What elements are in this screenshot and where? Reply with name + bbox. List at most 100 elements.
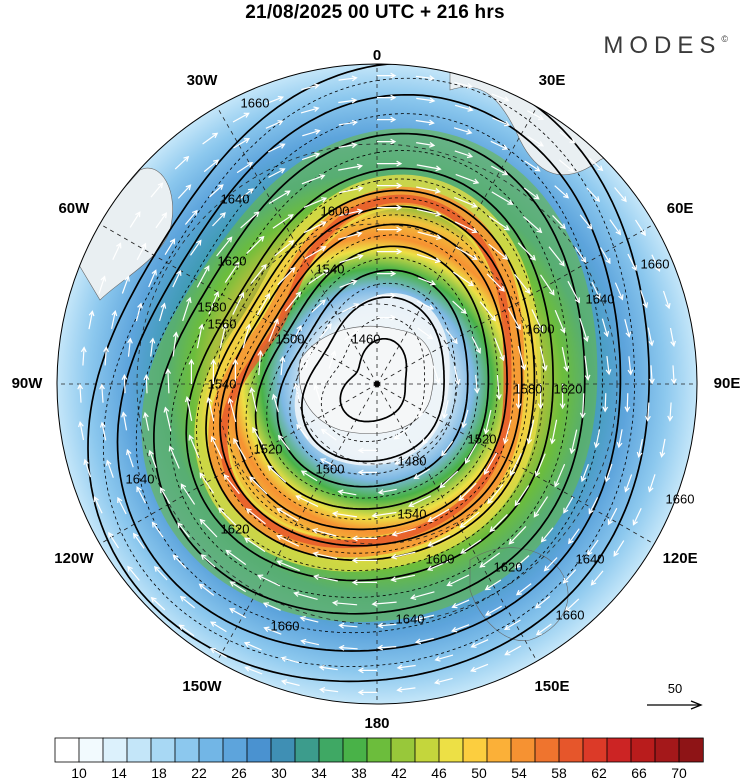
wind-arrow xyxy=(257,574,281,587)
contour-1600 xyxy=(185,167,554,582)
wind-arrow xyxy=(148,449,157,469)
wind-arrow xyxy=(218,507,237,526)
colorbar-swatch xyxy=(438,737,464,763)
contour-label: 1620 xyxy=(554,381,583,396)
wind-arrow xyxy=(268,168,286,178)
wind-arrow xyxy=(459,511,480,528)
wind-arrow xyxy=(208,184,224,198)
wind-arrow xyxy=(112,242,122,260)
longitude-label: 0 xyxy=(373,47,381,64)
wind-arrow xyxy=(371,600,397,607)
wind-arrow xyxy=(636,438,643,459)
wind-arrow xyxy=(523,187,540,200)
wind-arrow xyxy=(461,409,469,429)
wind-arrow xyxy=(339,254,364,264)
wind-arrow xyxy=(313,384,322,403)
wind-arrow xyxy=(514,273,531,294)
colorbar-swatch xyxy=(246,737,272,763)
wind-arrow xyxy=(233,138,250,149)
wind-arrow xyxy=(305,348,312,368)
colorbar-swatch xyxy=(606,737,632,763)
wind-arrow xyxy=(391,528,416,537)
wind-arrow xyxy=(143,374,150,394)
wind-arrow xyxy=(338,163,364,171)
wind-arrow xyxy=(308,269,330,285)
wind-arrow xyxy=(357,469,377,476)
wind-arrow xyxy=(172,554,187,569)
wind-arrow xyxy=(313,574,338,582)
wind-arrow xyxy=(427,508,450,522)
wind-arrow xyxy=(396,664,416,671)
contour-minor-1600 xyxy=(170,150,570,598)
wind-arrow xyxy=(210,435,223,459)
wind-arrow xyxy=(531,309,544,333)
wind-arrow xyxy=(165,368,172,394)
wind-arrow xyxy=(105,459,114,478)
wind-arrow xyxy=(651,254,661,273)
wind-arrow xyxy=(80,346,87,366)
contour-label: 1620 xyxy=(221,521,250,536)
longitude-label: 90W xyxy=(12,375,44,392)
wind-arrow xyxy=(99,421,107,441)
wind-arrow xyxy=(303,221,327,234)
wind-arrow xyxy=(293,591,318,600)
contour-1560 xyxy=(219,205,523,547)
colorbar-tick-label: 14 xyxy=(111,765,127,781)
wind-arrow xyxy=(470,663,489,673)
colorbar-swatch xyxy=(174,737,200,763)
wind-arrow xyxy=(196,323,205,349)
wind-arrow xyxy=(303,197,328,208)
wind-arrow xyxy=(492,117,511,127)
arrow-right-icon xyxy=(647,700,703,710)
contour-1500 xyxy=(276,269,469,488)
wind-arrow xyxy=(377,644,397,651)
wind-arrow xyxy=(196,265,210,288)
wind-arrow xyxy=(135,302,143,322)
wind-arrow xyxy=(357,447,377,454)
height-contours xyxy=(87,64,650,683)
wind-arrow xyxy=(108,531,120,549)
wind-arrow xyxy=(88,310,95,330)
wind-arrow xyxy=(301,174,326,185)
longitude-label: 150E xyxy=(534,678,569,695)
wind-arrow xyxy=(451,599,470,609)
colorbar-swatch xyxy=(654,737,680,763)
wind-arrow xyxy=(593,429,601,449)
wind-arrow xyxy=(158,302,167,322)
wind-arrow xyxy=(470,639,489,648)
wind-arrow xyxy=(265,95,284,105)
colorbar-swatch xyxy=(366,737,392,763)
colorbar-tick-label: 22 xyxy=(191,765,207,781)
contour-label: 1580 xyxy=(514,381,543,396)
wind-arrow xyxy=(433,677,453,685)
wind-arrow xyxy=(613,540,625,557)
colorbar-swatch xyxy=(198,737,224,763)
wind-arrow xyxy=(627,356,634,376)
wind-arrow xyxy=(267,465,287,483)
wind-arrow xyxy=(319,458,338,468)
wind-arrow xyxy=(203,159,220,173)
longitude-label: 180 xyxy=(364,715,389,732)
colorbar-swatch xyxy=(78,737,104,763)
contour-label: 1480 xyxy=(398,453,427,468)
wind-arrow xyxy=(200,554,216,568)
wind-arrow xyxy=(563,496,574,514)
wind-arrow xyxy=(93,495,103,514)
wind-arrow xyxy=(579,393,586,419)
wind-arrow xyxy=(451,624,470,633)
wind-arrow xyxy=(534,595,551,609)
wind-arrow xyxy=(377,622,397,629)
wind-arrow xyxy=(670,365,677,385)
wind-arrow xyxy=(153,566,168,581)
wind-arrow xyxy=(614,187,627,203)
wind-arrow xyxy=(338,75,358,82)
wind-arrow xyxy=(590,570,604,586)
wind-arrow xyxy=(417,399,426,418)
wind-arrow xyxy=(338,185,364,194)
wind-arrow xyxy=(548,246,565,267)
wind-arrow xyxy=(568,528,580,545)
wind-arrow xyxy=(474,374,480,395)
wind-arrow xyxy=(394,455,412,465)
wind-arrow xyxy=(452,300,467,315)
colorbar-swatch xyxy=(462,737,488,763)
